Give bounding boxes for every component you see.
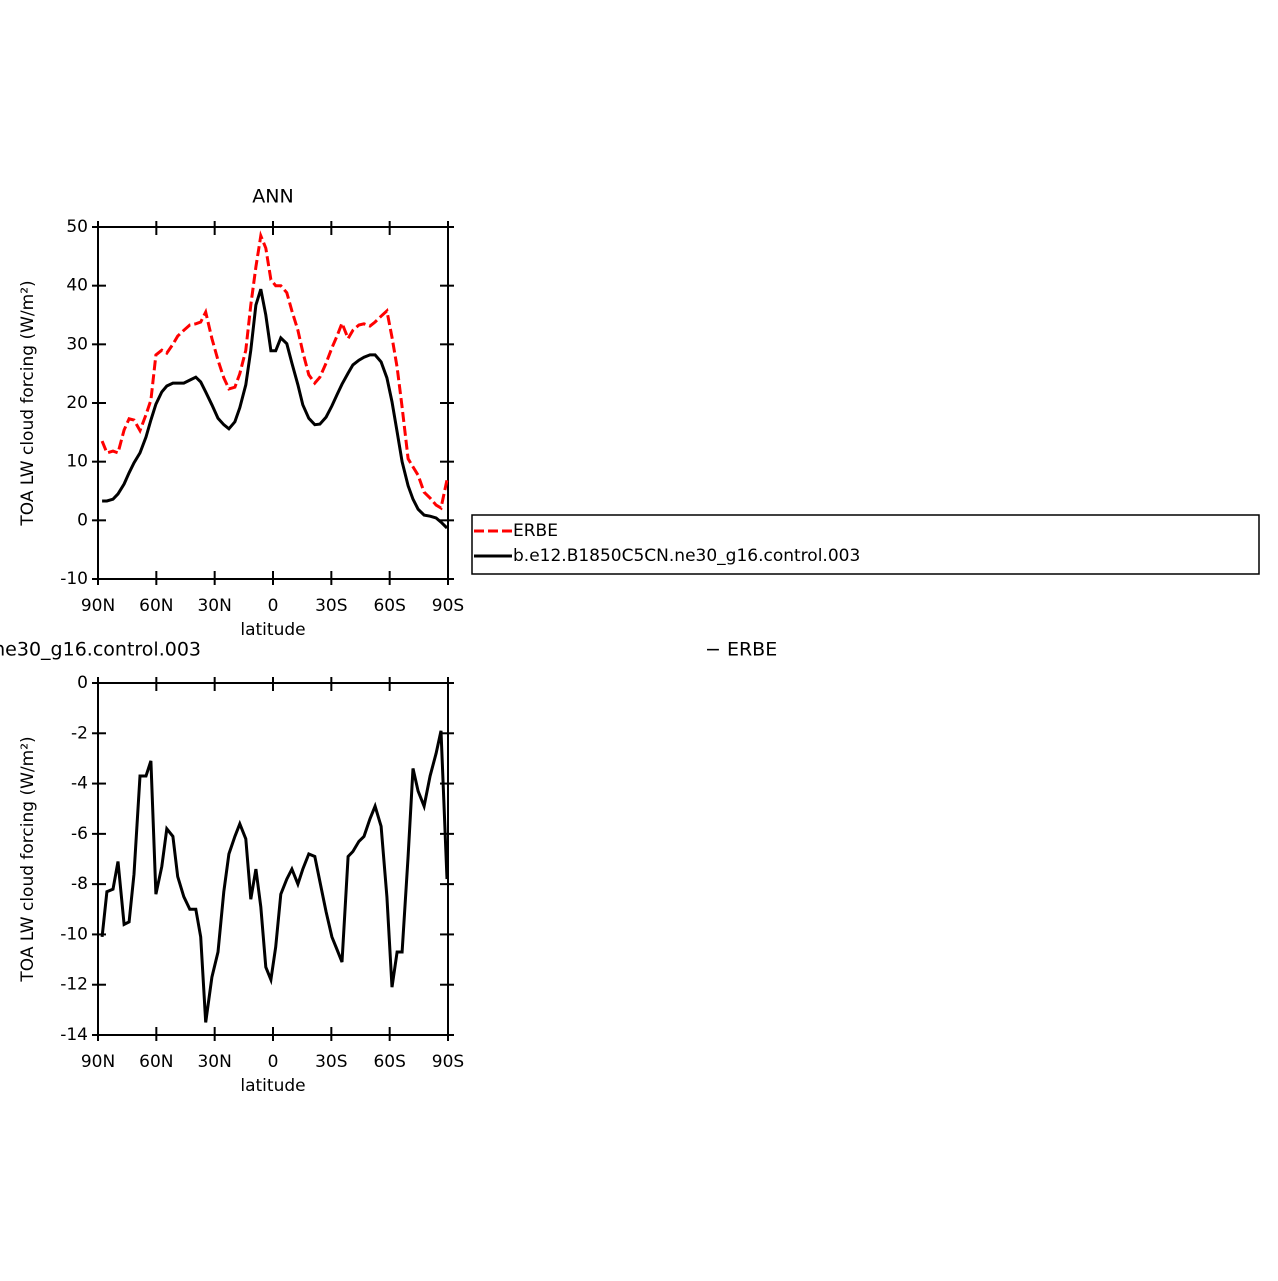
chart-title: b.e12.B1850C5CN.ne30_g16.control.003 bbox=[0, 639, 201, 661]
data-line bbox=[100, 230, 449, 511]
data-line bbox=[100, 730, 449, 1023]
x-tick-label: 30N bbox=[197, 1052, 231, 1072]
x-axis-label: latitude bbox=[240, 620, 305, 640]
y-tick-label: 10 bbox=[66, 452, 88, 472]
y-tick-label: -6 bbox=[71, 824, 88, 844]
x-tick-label: 90S bbox=[432, 1052, 464, 1072]
y-tick-label: -10 bbox=[60, 924, 88, 944]
y-axis-label: TOA LW cloud forcing (W/m²) bbox=[18, 280, 38, 526]
y-tick-label: 0 bbox=[77, 673, 88, 693]
x-axis-label: latitude bbox=[240, 1076, 305, 1096]
x-tick-label: 60S bbox=[373, 596, 405, 616]
y-tick-label: 30 bbox=[66, 334, 88, 354]
x-tick-label: 60N bbox=[139, 1052, 173, 1072]
x-tick-label: 90N bbox=[81, 1052, 115, 1072]
x-tick-label: 60S bbox=[373, 1052, 405, 1072]
y-tick-label: -2 bbox=[71, 723, 88, 743]
x-tick-label: 0 bbox=[268, 596, 279, 616]
y-tick-label: 20 bbox=[66, 393, 88, 413]
y-tick-label: -8 bbox=[71, 874, 88, 894]
y-tick-label: 0 bbox=[77, 510, 88, 530]
y-tick-label: 40 bbox=[66, 276, 88, 296]
chart-title: − ERBE bbox=[705, 639, 777, 661]
y-axis-label: TOA LW cloud forcing (W/m²) bbox=[18, 736, 38, 982]
data-line bbox=[102, 288, 449, 530]
legend-box bbox=[471, 514, 1260, 575]
y-tick-label: -14 bbox=[60, 1025, 88, 1045]
x-tick-label: 30S bbox=[315, 596, 347, 616]
legend-label: b.e12.B1850C5CN.ne30_g16.control.003 bbox=[513, 546, 860, 566]
x-tick-label: 90N bbox=[81, 596, 115, 616]
x-tick-label: 30N bbox=[197, 596, 231, 616]
y-tick-label: -10 bbox=[60, 569, 88, 589]
legend-label: ERBE bbox=[513, 521, 558, 541]
y-tick-label: 50 bbox=[66, 217, 88, 237]
plot-frame bbox=[97, 682, 449, 1036]
y-tick-label: -12 bbox=[60, 975, 88, 995]
x-tick-label: 30S bbox=[315, 1052, 347, 1072]
y-tick-label: -4 bbox=[71, 774, 88, 794]
x-tick-label: 0 bbox=[268, 1052, 279, 1072]
x-tick-label: 60N bbox=[139, 596, 173, 616]
chart-title: ANN bbox=[252, 186, 293, 208]
x-tick-label: 90S bbox=[432, 596, 464, 616]
